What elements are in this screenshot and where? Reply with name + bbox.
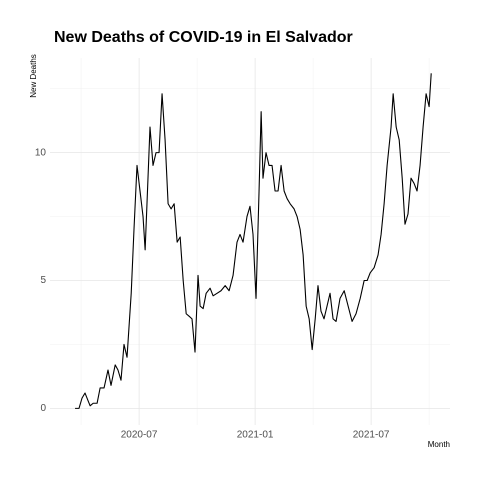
x-tick-label: 2020-07 xyxy=(121,430,158,441)
y-tick-label: 5 xyxy=(40,275,46,286)
x-tick-label: 2021-07 xyxy=(353,430,390,441)
x-axis-title: Month xyxy=(428,440,450,449)
chart-title: New Deaths of COVID-19 in El Salvador xyxy=(54,29,353,46)
x-tick-label: 2021-01 xyxy=(237,430,274,441)
line xyxy=(75,73,432,409)
y-axis-title: New Deaths xyxy=(29,54,38,98)
y-tick-label: 0 xyxy=(40,403,46,414)
y-tick-label: 10 xyxy=(35,147,47,158)
